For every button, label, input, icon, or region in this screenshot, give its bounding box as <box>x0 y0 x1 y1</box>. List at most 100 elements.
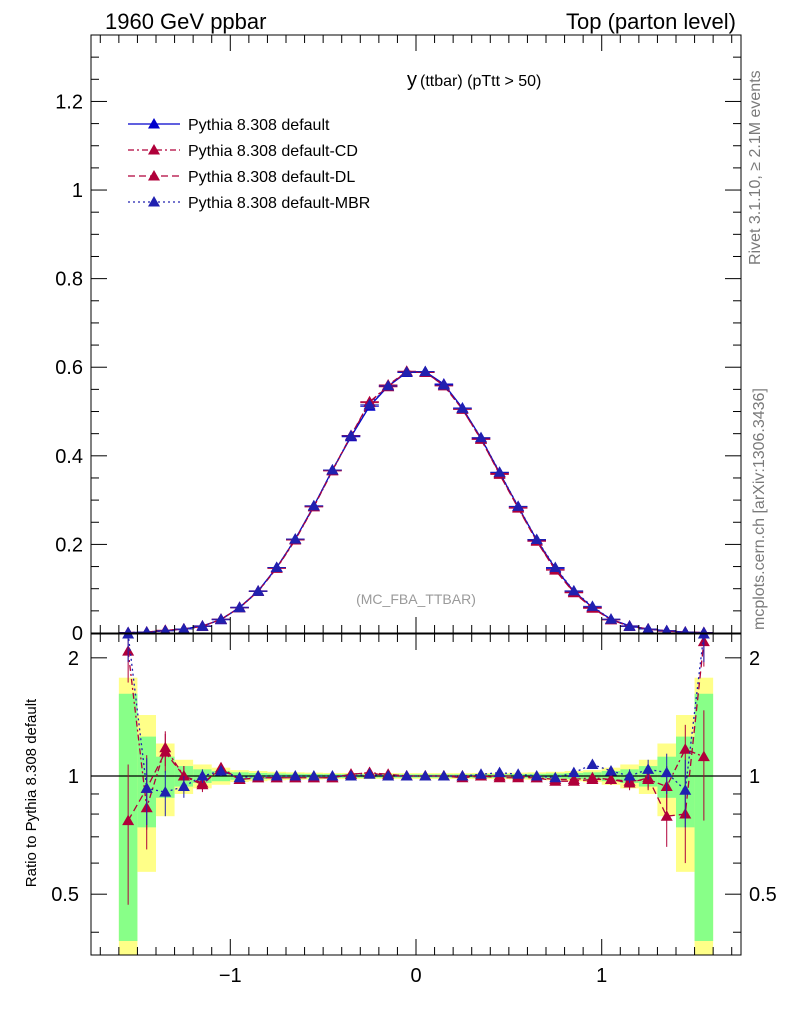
y-tick-label: 0.4 <box>55 446 83 468</box>
ratio-point <box>512 768 525 779</box>
ratio-point <box>326 770 339 781</box>
ratio-y-tick-label-right: 1 <box>749 766 760 788</box>
ratio-point <box>623 770 636 781</box>
data-point <box>586 600 599 611</box>
data-point <box>363 398 376 410</box>
ratio-ylabel: Ratio to Pythia 8.308 default <box>23 698 40 887</box>
ratio-point <box>530 770 543 781</box>
ratio-point <box>140 782 153 793</box>
ratio-y-tick-label-left: 1 <box>68 766 79 788</box>
ratio-point <box>196 770 209 781</box>
legend-entry: Pythia 8.308 default-DL <box>188 169 355 186</box>
ratio-line-1 <box>127 641 705 821</box>
x-tick-label: −1 <box>219 965 242 987</box>
ratio-point <box>289 770 302 781</box>
y-tick-label: 0.2 <box>55 534 83 556</box>
ratio-point <box>252 770 265 781</box>
data-point <box>419 365 432 377</box>
ratio-point <box>270 770 283 781</box>
data-point <box>700 626 708 633</box>
data-point <box>345 429 357 441</box>
x-tick-label: 0 <box>410 965 421 987</box>
ratio-y-tick-label-left: 0.5 <box>51 884 79 906</box>
data-point <box>252 585 265 596</box>
plot-title-rest: (ttbar) (pTtt > 50) <box>420 73 541 90</box>
data-point <box>142 626 151 633</box>
legend-marker <box>148 196 160 207</box>
ratio-point <box>400 770 413 781</box>
y-tick-label: 0.8 <box>55 269 83 291</box>
ratio-point <box>363 768 376 779</box>
mcplots-label: mcplots.cern.ch [arXiv:1306.3436] <box>751 388 768 630</box>
ratio-point <box>697 634 710 639</box>
header-right: Top (parton level) <box>566 9 736 34</box>
ratio-line-2 <box>127 634 705 793</box>
header-left: 1960 GeV ppbar <box>105 9 266 34</box>
x-tick-label: 1 <box>596 965 607 987</box>
ratio-point <box>122 634 135 639</box>
series-line-3 <box>128 370 704 633</box>
ratio-point <box>233 771 246 783</box>
data-point <box>382 379 395 391</box>
ratio-point <box>642 763 655 774</box>
ratio-point <box>660 810 673 821</box>
ratio-point <box>215 764 227 776</box>
data-point <box>549 561 562 572</box>
data-point <box>662 624 672 633</box>
data-point <box>160 624 170 633</box>
data-point <box>233 601 246 613</box>
data-point <box>493 466 506 477</box>
rivet-version-label: Rivet 3.1.10, ≥ 2.1M events <box>747 70 764 265</box>
data-point <box>623 620 636 631</box>
y-tick-label: 0 <box>72 623 83 645</box>
data-point <box>456 402 469 413</box>
y-tick-label: 1 <box>72 180 83 202</box>
data-point <box>681 626 690 633</box>
data-point <box>307 499 320 511</box>
ratio-point <box>493 766 506 778</box>
ratio-y-tick-label-right: 0.5 <box>749 884 777 906</box>
ratio-point <box>437 770 450 781</box>
data-point <box>196 620 209 631</box>
ratio-point <box>567 766 580 778</box>
data-point <box>437 378 450 390</box>
ratio-point <box>177 770 190 781</box>
ratio-point <box>697 750 710 762</box>
y-tick-label: 0.6 <box>55 357 83 379</box>
legend-entry: Pythia 8.308 default <box>188 117 330 134</box>
data-point <box>270 561 283 572</box>
ratio-point <box>159 786 172 797</box>
ratio-point <box>605 764 617 776</box>
data-point <box>567 584 580 596</box>
data-point <box>289 533 302 544</box>
ratio-y-tick-label-left: 2 <box>68 648 79 670</box>
ratio-point <box>122 814 135 826</box>
data-point <box>642 623 654 633</box>
ratio-point <box>679 784 692 795</box>
ratio-point <box>586 773 599 784</box>
y-tick-label: 1.2 <box>55 91 83 113</box>
data-point <box>178 623 190 633</box>
ratio-point <box>475 768 487 779</box>
legend-entry: Pythia 8.308 default-CD <box>188 143 358 160</box>
data-point <box>326 463 339 475</box>
ratio-point <box>605 773 617 784</box>
ratio-point <box>456 770 469 781</box>
ratio-point <box>177 780 190 792</box>
legend-marker <box>148 170 160 181</box>
ratio-point <box>159 746 172 757</box>
data-point <box>605 613 617 624</box>
ratio-point <box>549 771 562 783</box>
data-point <box>215 613 227 624</box>
ratio-point <box>419 770 432 781</box>
legend: Pythia 8.308 default Pythia 8.308 default… <box>128 117 370 212</box>
legend-marker <box>148 144 160 155</box>
ratio-point <box>345 770 357 781</box>
data-point <box>512 500 525 511</box>
plot-title-variable: y <box>407 69 417 91</box>
ratio-y-tick-label-right: 2 <box>749 648 760 670</box>
legend-marker <box>148 118 160 129</box>
ratio-point <box>586 758 599 769</box>
data-point <box>400 366 413 377</box>
